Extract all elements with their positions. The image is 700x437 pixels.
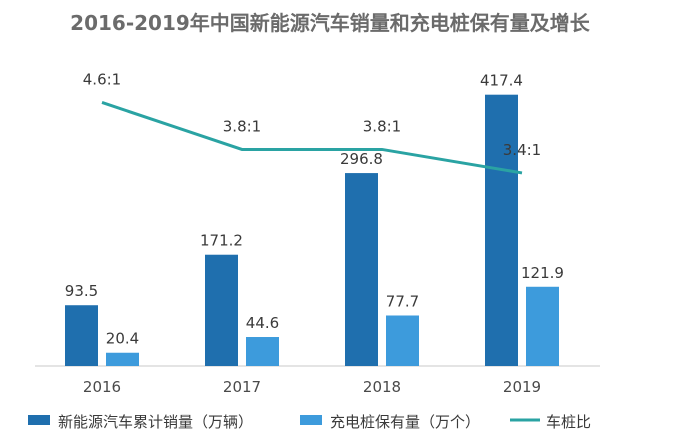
x-tick-2016: 2016 bbox=[83, 378, 121, 396]
bar-label-sales-2019: 417.4 bbox=[480, 72, 523, 90]
bar-piles-2018 bbox=[386, 315, 419, 366]
bar-piles-2016 bbox=[106, 352, 139, 366]
bar-label-sales-2016: 93.5 bbox=[65, 282, 98, 300]
bar-sales-2018 bbox=[345, 173, 378, 366]
x-tick-2017: 2017 bbox=[223, 378, 261, 396]
bar-label-piles-2019: 121.9 bbox=[521, 264, 564, 282]
legend-swatch-piles bbox=[300, 415, 322, 425]
legend-label-sales: 新能源汽车累计销量（万辆） bbox=[58, 413, 253, 431]
bar-label-sales-2018: 296.8 bbox=[340, 150, 383, 168]
bar-label-piles-2016: 20.4 bbox=[106, 330, 139, 348]
bar-labels-layer: 93.5 20.4 171.2 44.6 296.8 77.7 417.4 121.9 bbox=[65, 72, 564, 348]
ratio-label-2016: 4.6:1 bbox=[83, 70, 121, 88]
legend-label-piles: 充电桩保有量（万个） bbox=[330, 413, 480, 431]
x-tick-2018: 2018 bbox=[363, 378, 401, 396]
legend-swatch-sales bbox=[28, 415, 50, 425]
x-tick-2019: 2019 bbox=[503, 378, 541, 396]
ratio-line bbox=[101, 101, 523, 175]
x-ticks-layer: 2016 2017 2018 2019 bbox=[83, 378, 541, 396]
ratio-line-layer: 4.6:1 3.8:1 3.8:1 3.4:1 bbox=[83, 70, 541, 175]
bar-piles-2019 bbox=[526, 286, 559, 366]
bar-sales-2019 bbox=[485, 94, 518, 366]
bars-layer bbox=[65, 94, 559, 366]
bar-piles-2017 bbox=[246, 337, 279, 366]
bar-label-piles-2018: 77.7 bbox=[386, 292, 419, 310]
bar-sales-2016 bbox=[65, 305, 98, 366]
legend: 新能源汽车累计销量（万辆） 充电桩保有量（万个） 车桩比 bbox=[28, 413, 591, 431]
bar-sales-2017 bbox=[205, 254, 238, 366]
legend-label-ratio: 车桩比 bbox=[546, 413, 591, 431]
ratio-label-2017: 3.8:1 bbox=[223, 117, 261, 135]
ratio-label-2018: 3.8:1 bbox=[363, 117, 401, 135]
ratio-label-2019: 3.4:1 bbox=[503, 141, 541, 159]
bar-label-piles-2017: 44.6 bbox=[246, 314, 279, 332]
chart-title: 2016-2019年中国新能源汽车销量和充电桩保有量及增长 bbox=[70, 11, 591, 35]
bar-label-sales-2017: 171.2 bbox=[200, 232, 243, 250]
